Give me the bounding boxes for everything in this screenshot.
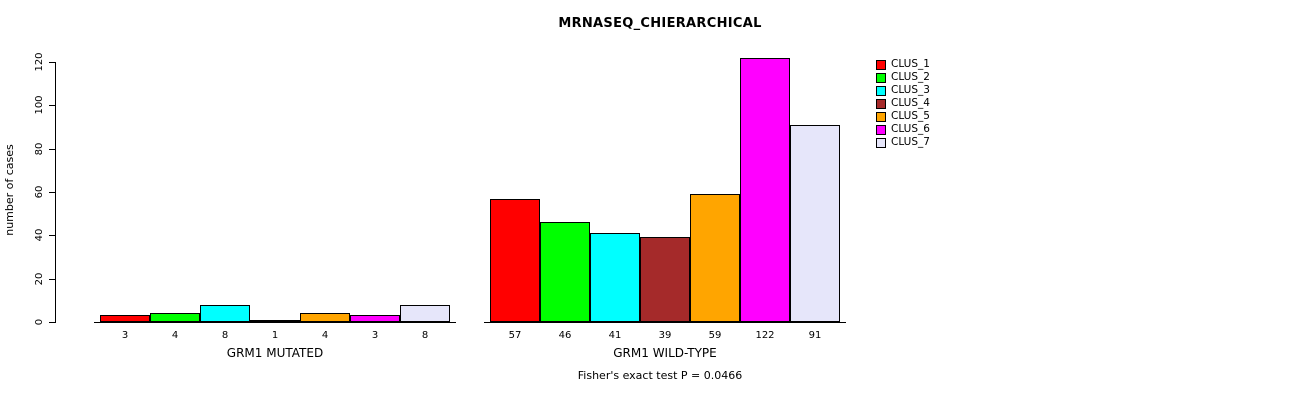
bar-clus_7 <box>400 305 450 322</box>
bar-value-label: 1 <box>271 330 279 341</box>
bar-value-label: 122 <box>755 330 775 341</box>
bar-clus_5 <box>690 194 740 322</box>
legend-swatch <box>876 124 886 135</box>
y-axis-tick <box>49 192 55 193</box>
legend-item: CLUS_7 <box>876 136 930 149</box>
legend-item: CLUS_1 <box>876 58 930 71</box>
x-axis-baseline <box>94 322 456 323</box>
y-tick-label: 60 <box>34 185 45 199</box>
bar-clus_3 <box>200 305 250 322</box>
bar-clus_3 <box>590 233 640 322</box>
y-axis-tick <box>49 149 55 150</box>
bar-value-label: 57 <box>508 330 522 341</box>
legend-label: CLUS_1 <box>891 58 930 70</box>
y-axis-tick <box>49 62 55 63</box>
bar-value-label: 91 <box>808 330 822 341</box>
legend-swatch <box>876 111 886 122</box>
legend-item: CLUS_4 <box>876 97 930 110</box>
bar-clus_2 <box>150 313 200 322</box>
bar-value-label: 4 <box>171 330 179 341</box>
legend-label: CLUS_4 <box>891 97 930 109</box>
y-axis <box>55 62 56 323</box>
y-tick-label: 0 <box>34 318 45 326</box>
bar-value-label: 59 <box>708 330 722 341</box>
bar-clus_5 <box>300 313 350 322</box>
group-axis-label: GRM1 MUTATED <box>226 346 324 360</box>
bar-value-label: 4 <box>321 330 329 341</box>
legend-label: CLUS_2 <box>891 71 930 83</box>
legend-swatch <box>876 98 886 109</box>
y-axis-tick <box>49 322 55 323</box>
group-axis-label: GRM1 WILD-TYPE <box>613 346 717 360</box>
y-axis-tick <box>49 105 55 106</box>
legend-item: CLUS_3 <box>876 84 930 97</box>
legend-swatch <box>876 137 886 148</box>
bar-value-label: 41 <box>608 330 622 341</box>
bar-clus_4 <box>640 237 690 322</box>
y-tick-label: 120 <box>34 52 45 72</box>
bar-value-label: 39 <box>658 330 672 341</box>
bar-clus_7 <box>790 125 840 322</box>
y-tick-label: 40 <box>34 228 45 242</box>
chart-title: MRNASEQ_CHIERARCHICAL <box>558 16 762 31</box>
bar-clus_2 <box>540 222 590 322</box>
y-tick-label: 100 <box>34 95 45 115</box>
bar-clus_4 <box>250 320 300 322</box>
bar-value-label: 3 <box>121 330 129 341</box>
y-axis-tick <box>49 235 55 236</box>
legend-item: CLUS_5 <box>876 110 930 123</box>
legend-label: CLUS_3 <box>891 84 930 96</box>
legend-label: CLUS_7 <box>891 136 930 148</box>
bar-value-label: 46 <box>558 330 572 341</box>
bar-clus_1 <box>100 315 150 322</box>
legend-swatch <box>876 85 886 96</box>
legend: CLUS_1 CLUS_2 CLUS_3 CLUS_4 CLUS_5 CLUS_6 CLUS… <box>876 58 930 149</box>
legend-swatch <box>876 72 886 83</box>
bar-value-label: 3 <box>371 330 379 341</box>
legend-label: CLUS_5 <box>891 110 930 122</box>
legend-item: CLUS_2 <box>876 71 930 84</box>
y-tick-label: 20 <box>34 272 45 286</box>
y-axis-tick <box>49 279 55 280</box>
y-axis-label: number of cases <box>3 144 16 236</box>
bar-value-label: 8 <box>221 330 229 341</box>
bar-value-label: 8 <box>421 330 429 341</box>
legend-label: CLUS_6 <box>891 123 930 135</box>
legend-swatch <box>876 59 886 70</box>
legend-item: CLUS_6 <box>876 123 930 136</box>
footnote: Fisher's exact test P = 0.0466 <box>577 369 743 382</box>
bar-clus_6 <box>350 315 400 322</box>
bar-clus_1 <box>490 199 540 322</box>
bar-clus_6 <box>740 58 790 322</box>
y-tick-label: 80 <box>34 142 45 156</box>
x-axis-baseline <box>484 322 846 323</box>
